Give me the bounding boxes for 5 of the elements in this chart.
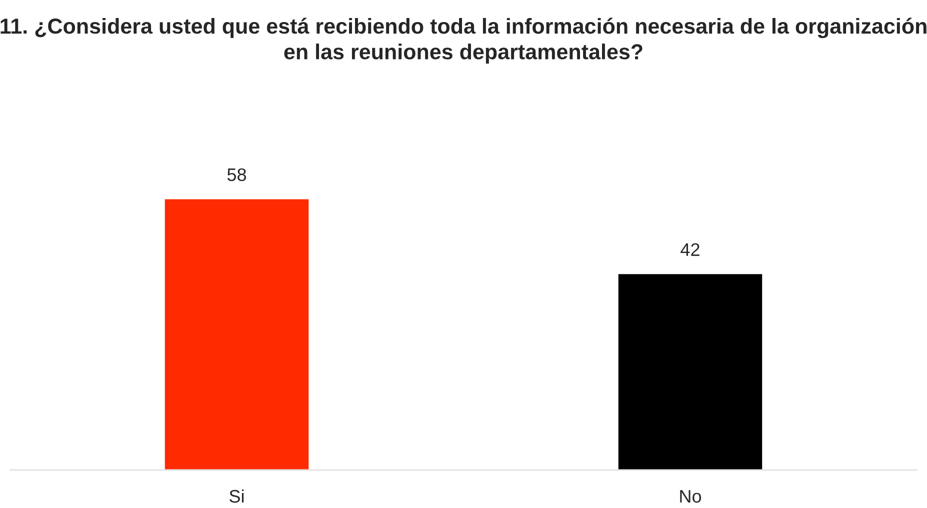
- chart-title: 11. ¿Considera usted que está recibiendo toda la información necesaria de la organización en las reuniones departamentales?: [0, 18, 926, 64]
- x-tick-label: No: [680, 490, 702, 503]
- data-label: 42: [680, 243, 700, 256]
- data-label: 58: [227, 168, 246, 182]
- x-tick-label: Si: [230, 489, 244, 503]
